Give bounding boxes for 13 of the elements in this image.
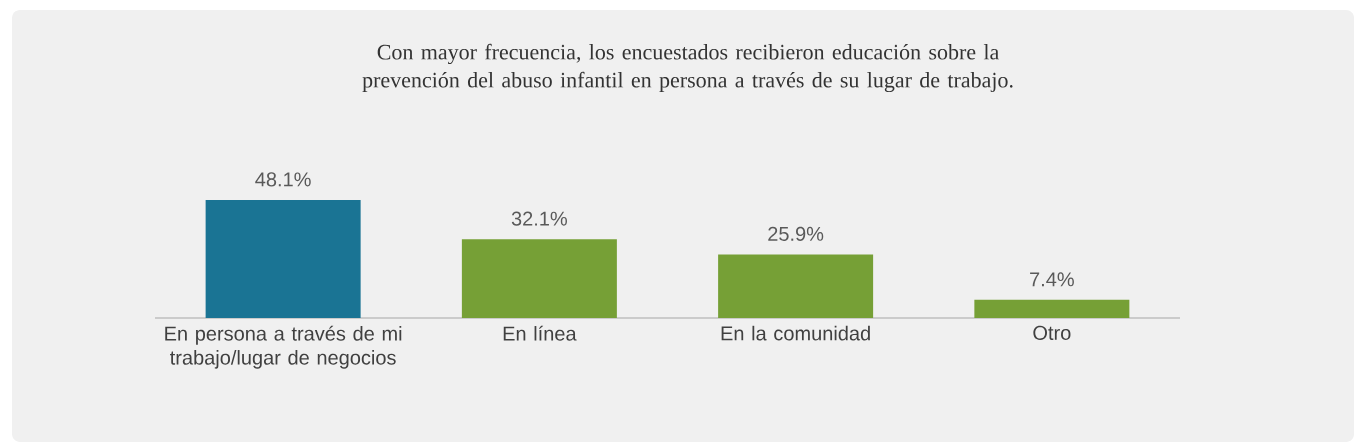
bar (718, 254, 874, 318)
data-label: 7.4% (1030, 272, 1074, 287)
x-tick-label: En la comunidad (721, 325, 870, 341)
bar (974, 299, 1130, 318)
bar (205, 200, 361, 318)
data-label: 25.9% (768, 226, 824, 241)
chart-title: Con mayor frecuencia, los encuestados recibieron educación sobre la prevención del abuso infantil en persona a través de su lugar de trabajo. (362, 43, 1013, 93)
bar (461, 239, 617, 318)
x-tick-label: En persona a través de mi trabajo/lugar de negocios (165, 325, 402, 369)
x-tick-label: En línea (503, 325, 577, 341)
x-tick-label: Otro (1033, 325, 1071, 340)
data-label: 48.1% (255, 172, 311, 187)
data-label: 32.1% (511, 211, 567, 226)
